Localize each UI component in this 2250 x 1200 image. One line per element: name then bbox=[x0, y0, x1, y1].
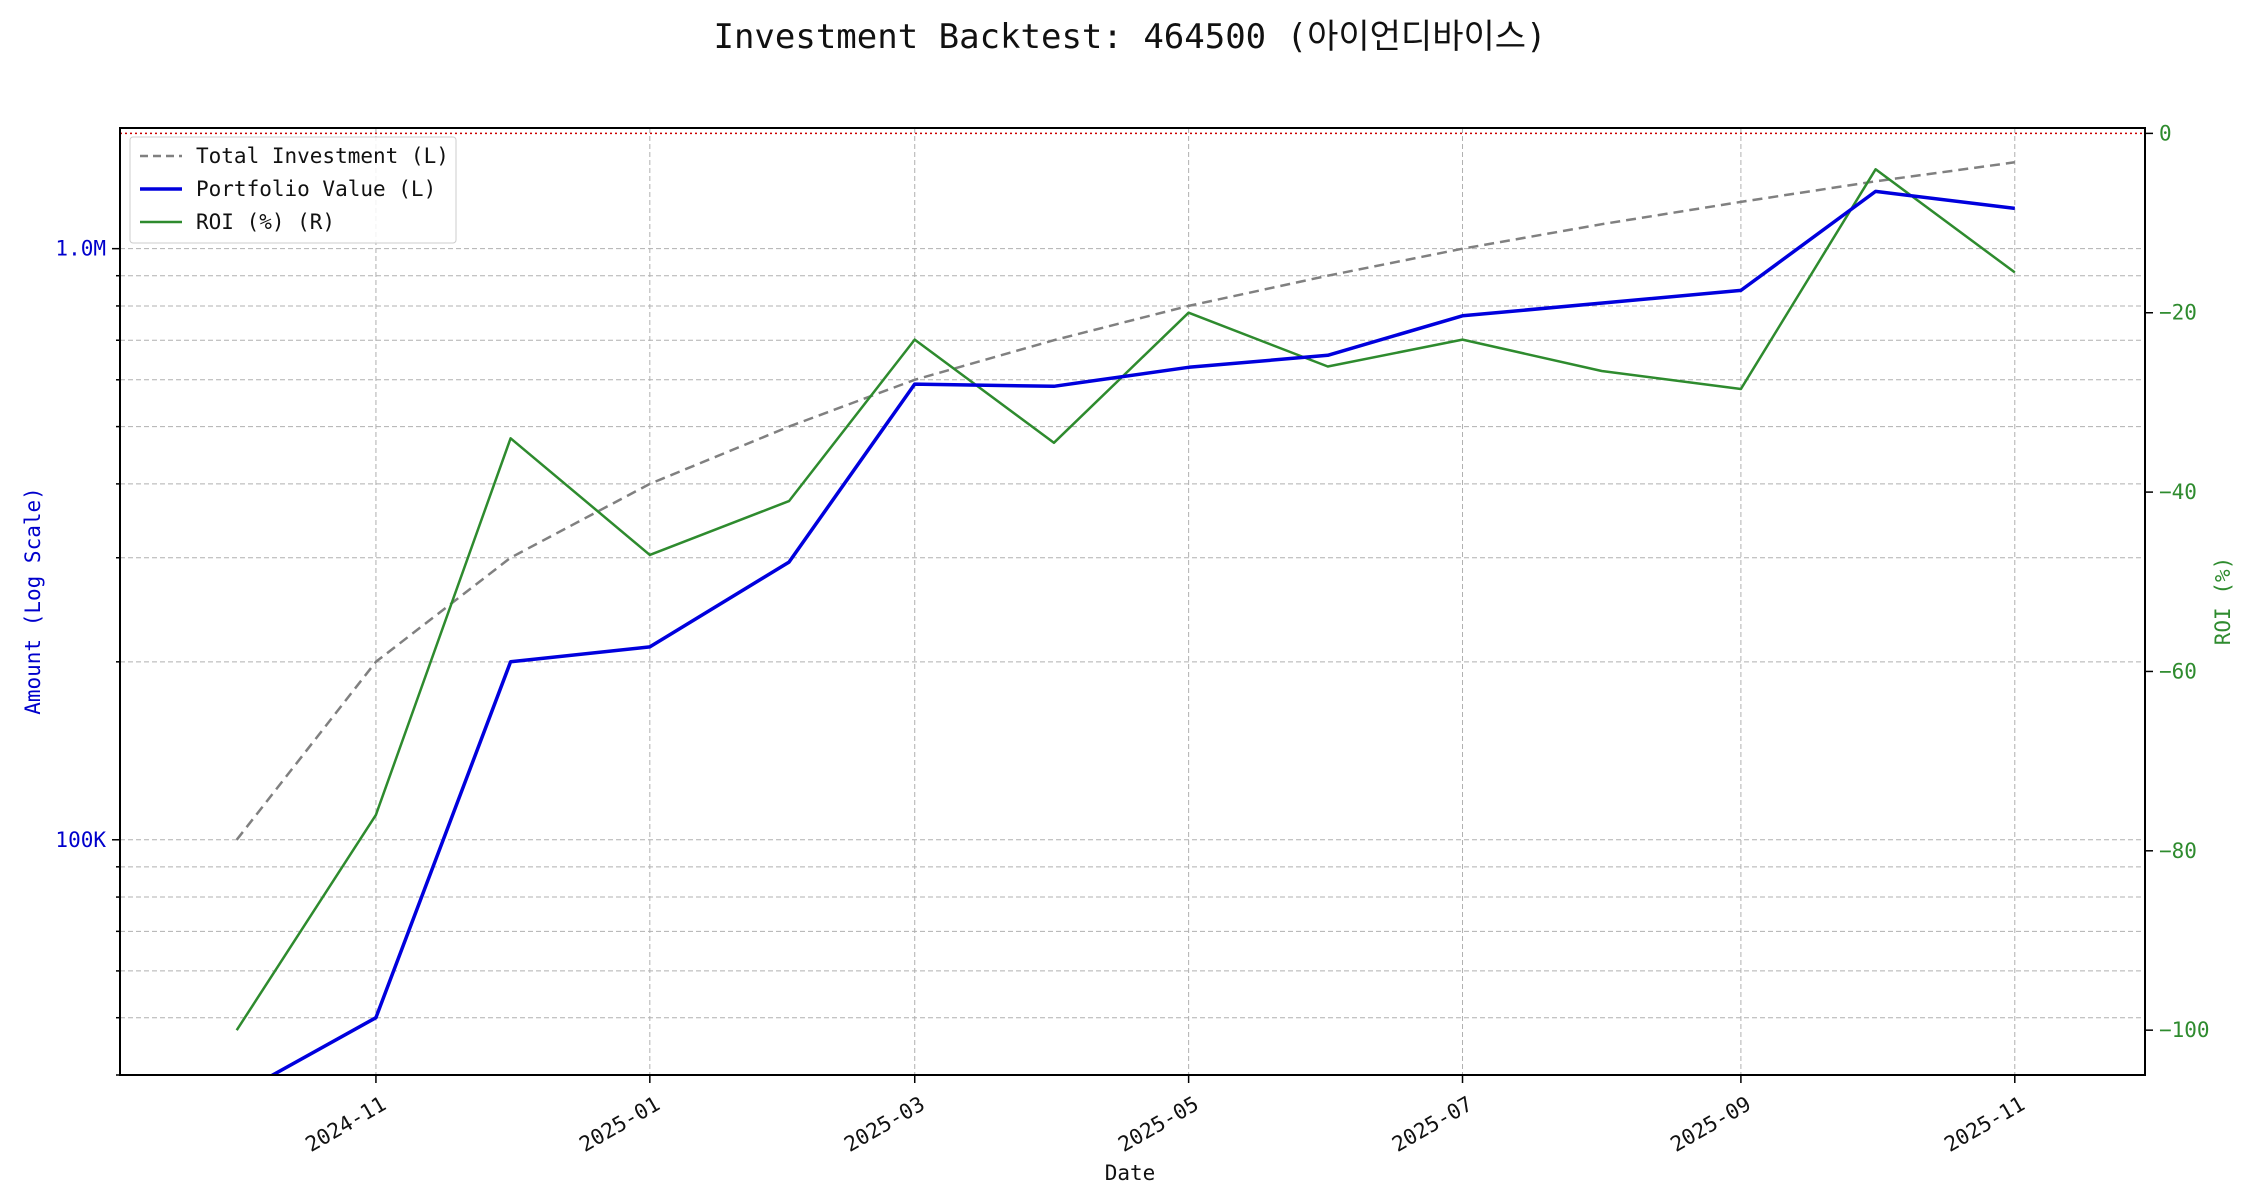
left-tick-label: 1.0M bbox=[55, 237, 106, 261]
right-axis-label: ROI (%) bbox=[2211, 557, 2235, 646]
left-tick-label: 100K bbox=[55, 828, 106, 852]
right-axis: 0 −20 −40 −60 −80 −100 bbox=[2145, 121, 2210, 1042]
x-tick-label: 2025-03 bbox=[840, 1092, 929, 1157]
x-tick-label: 2025-07 bbox=[1388, 1092, 1477, 1157]
chart-title: Investment Backtest: 464500 (아이언디바이스) bbox=[713, 17, 1546, 57]
total-investment-line bbox=[235, 161, 2015, 841]
legend-label: Total Investment (L) bbox=[196, 144, 449, 168]
legend-label: ROI (%) (R) bbox=[196, 210, 335, 234]
right-tick-label: −60 bbox=[2159, 659, 2197, 683]
roi-line bbox=[235, 168, 2016, 1031]
right-tick-label: −40 bbox=[2159, 480, 2197, 504]
portfolio-value-line bbox=[269, 189, 2016, 1075]
legend-label: Portfolio Value (L) bbox=[196, 177, 436, 201]
x-axis: 2024-11 2025-01 2025-03 2025-05 2025-07 2025-… bbox=[301, 1075, 2029, 1157]
x-tick-label: 2025-09 bbox=[1666, 1092, 1755, 1157]
x-tick-label: 2025-05 bbox=[1114, 1092, 1203, 1157]
right-tick-label: −80 bbox=[2159, 839, 2197, 863]
right-tick-label: 0 bbox=[2159, 121, 2172, 145]
x-tick-label: 2025-11 bbox=[1940, 1092, 2029, 1157]
x-tick-label: 2024-11 bbox=[301, 1092, 390, 1157]
right-tick-label: −20 bbox=[2159, 301, 2197, 325]
plot-frame bbox=[119, 127, 2146, 1076]
x-axis-label: Date bbox=[1105, 1161, 1156, 1185]
series-lines bbox=[235, 161, 2016, 1075]
left-axis: 100K 1.0M bbox=[55, 237, 120, 1076]
x-tick-label: 2025-01 bbox=[575, 1092, 664, 1157]
legend: Total Investment (L) Portfolio Value (L) R… bbox=[129, 136, 457, 244]
legend-box bbox=[129, 136, 457, 244]
right-tick-label: −100 bbox=[2159, 1018, 2210, 1042]
grid bbox=[120, 128, 2145, 1076]
left-axis-label: Amount (Log Scale) bbox=[21, 487, 45, 715]
